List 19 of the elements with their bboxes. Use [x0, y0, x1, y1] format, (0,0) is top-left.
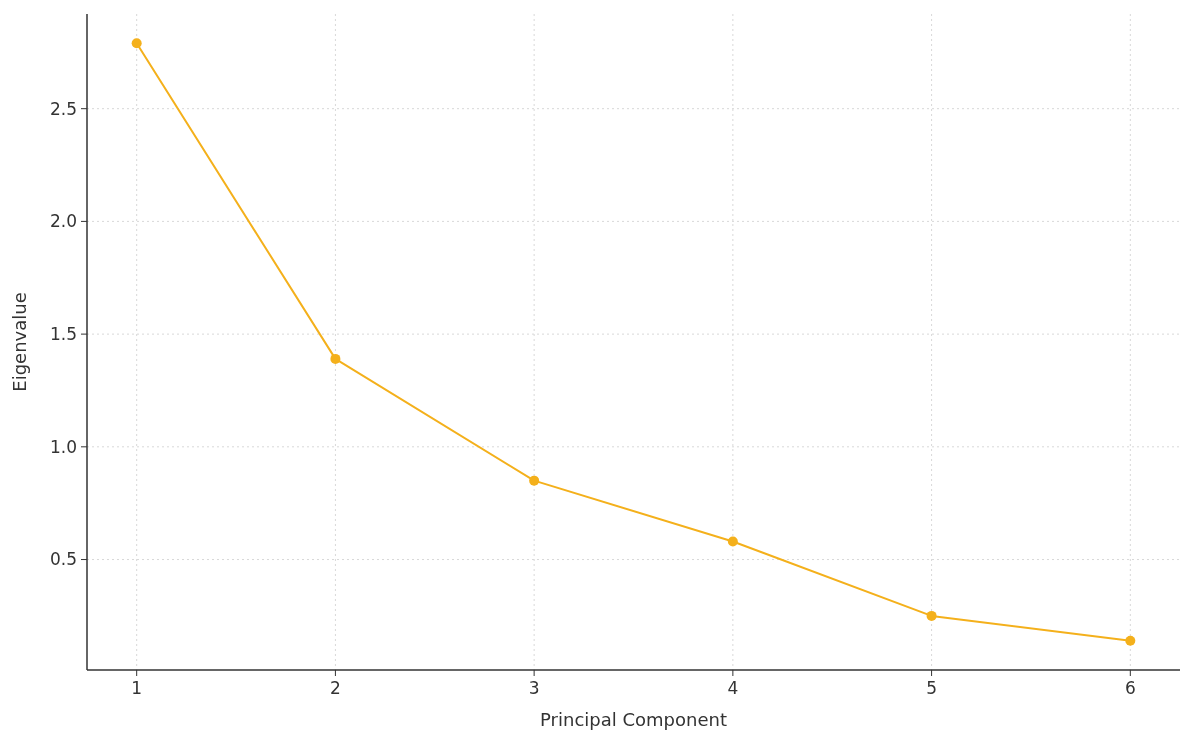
- point: [529, 475, 540, 486]
- y-tick-label: 1.5: [49, 324, 77, 345]
- y-tick-label: 0.5: [49, 549, 77, 570]
- y-tick-label: 1.0: [49, 436, 77, 457]
- x-tick-label: 5: [926, 678, 937, 698]
- point: [330, 353, 341, 364]
- y-axis-title: Eigenvalue: [9, 292, 30, 392]
- x-tick-label: 2: [330, 678, 341, 698]
- x-tick-label: 4: [727, 678, 739, 698]
- y-tick-label: 2.5: [49, 98, 77, 119]
- x-tick-label: 1: [131, 678, 143, 698]
- point: [1125, 635, 1136, 646]
- x-tick-label: 3: [528, 678, 540, 698]
- y-tick-label: 2.0: [49, 211, 77, 232]
- point: [926, 610, 937, 621]
- point: [727, 536, 738, 547]
- point: [131, 38, 142, 49]
- x-axis-title: Principal Component: [540, 709, 727, 730]
- x-tick-label: 6: [1124, 678, 1136, 698]
